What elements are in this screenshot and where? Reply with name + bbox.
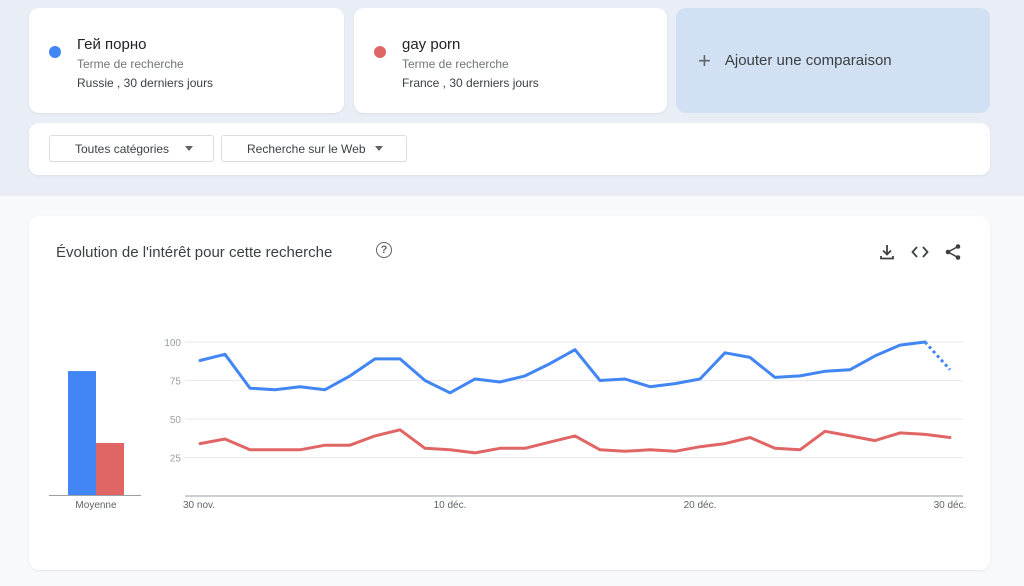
term-subtitle: Terme de recherche	[77, 57, 184, 71]
chart-title: Évolution de l'intérêt pour cette recher…	[56, 244, 333, 261]
add-comparison-label: Ajouter une comparaison	[724, 52, 892, 69]
series-line-1	[198, 340, 927, 395]
term-color-dot	[49, 46, 61, 58]
category-dropdown-label: Toutes catégories	[75, 141, 170, 156]
add-comparison-button[interactable]: + Ajouter une comparaison	[676, 8, 990, 113]
interest-over-time-card: Évolution de l'intérêt pour cette recher…	[29, 216, 990, 570]
x-tick-label: 10 déc.	[434, 500, 467, 511]
caret-down-icon	[375, 146, 383, 151]
caret-down-icon	[185, 146, 193, 151]
series-line-2	[198, 428, 952, 455]
term-title[interactable]: gay porn	[402, 36, 461, 53]
term-title[interactable]: Гей порно	[77, 36, 147, 53]
term-card-1[interactable]: Гей порно Terme de recherche Russie , 30…	[29, 8, 344, 113]
help-icon[interactable]: ?	[376, 242, 392, 258]
chart-svg: Moyenne 100 75 50 25 30 nov. 10 déc. 20 déc. 30…	[49, 338, 966, 511]
series-partial-segment-1	[923, 340, 952, 371]
term-subtitle: Terme de recherche	[402, 57, 509, 71]
average-bar	[68, 371, 96, 495]
average-label: Moyenne	[75, 500, 117, 511]
search-type-dropdown[interactable]: Recherche sur le Web	[221, 135, 407, 162]
y-tick-label: 25	[170, 454, 182, 465]
download-icon[interactable]	[877, 242, 897, 262]
term-color-dot	[374, 46, 386, 58]
y-tick-label: 75	[170, 377, 182, 388]
category-dropdown[interactable]: Toutes catégories	[49, 135, 214, 162]
interest-line-chart: 100 75 50 25 30 nov. 10 déc. 20 déc. 30 déc.	[164, 338, 966, 511]
share-icon[interactable]	[943, 242, 963, 262]
term-card-2[interactable]: gay porn Terme de recherche France , 30 …	[354, 8, 667, 113]
x-tick-label: 30 déc.	[934, 500, 967, 511]
y-tick-label: 50	[170, 415, 182, 426]
y-tick-label: 100	[164, 338, 181, 349]
term-region[interactable]: France , 30 derniers jours	[402, 76, 539, 90]
average-bar	[96, 442, 124, 495]
filter-bar: Toutes catégories Recherche sur le Web	[29, 123, 990, 175]
embed-icon[interactable]	[910, 242, 930, 262]
x-tick-label: 20 déc.	[684, 500, 717, 511]
term-region[interactable]: Russie , 30 derniers jours	[77, 76, 214, 90]
search-type-dropdown-label: Recherche sur le Web	[247, 141, 366, 156]
average-bar-chart: Moyenne	[49, 371, 141, 511]
x-tick-label: 30 nov.	[183, 500, 215, 511]
plus-icon: +	[698, 47, 711, 73]
